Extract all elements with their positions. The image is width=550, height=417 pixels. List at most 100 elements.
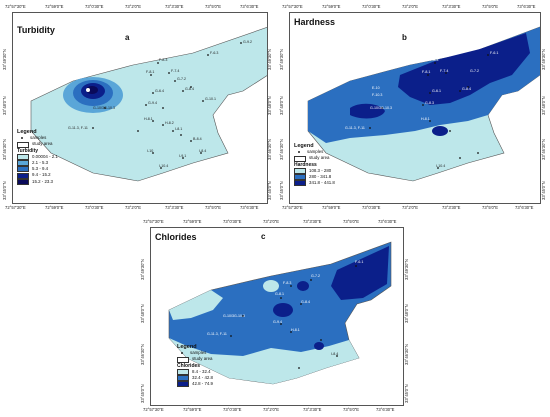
zone-3-south <box>314 342 324 350</box>
coord-top-6: 73°5'0"E <box>482 4 499 9</box>
legend-class: 9.4 - 15.2 <box>17 172 58 179</box>
coord-left-3: 33°46'30"N <box>279 139 284 160</box>
sample-label: F-8.1 <box>422 70 431 74</box>
sample-label: G-8.3 <box>425 101 434 105</box>
sample-label: F-10.3 <box>372 93 383 97</box>
legend-class: 5.3 - 9.4 <box>17 166 58 173</box>
sample-label: H-8.2 <box>165 121 174 125</box>
coord-bottom-1: 72°57'30"E <box>143 407 164 412</box>
sample-label: G-9.2 <box>243 40 252 44</box>
coord-left-1: 33°49'30"N <box>140 259 145 280</box>
sample-label: G-8.4 <box>462 87 471 91</box>
coord-bottom-2: 72°59'0"E <box>45 205 64 210</box>
coord-left-2: 33°48'0"N <box>279 96 284 115</box>
zone-3 <box>398 33 530 105</box>
sample-label: G-9.4 <box>273 320 282 324</box>
sample-label: F-6.1 <box>490 51 499 55</box>
coord-left-1: 33°49'30"N <box>2 49 7 70</box>
coord-bottom-4: 73°2'0"E <box>402 205 419 210</box>
sample-dot-icon <box>181 352 183 355</box>
sample-label: F-8.1 <box>146 70 155 74</box>
zone-3-center <box>273 303 293 317</box>
sample-label: G-11.3, F-11 <box>345 126 365 130</box>
sample-points <box>92 42 242 169</box>
coord-left-2: 33°48'0"N <box>2 96 7 115</box>
legend-class: 341.8 - 441.8 <box>294 180 335 187</box>
legend-heading: Legend <box>17 129 37 135</box>
sample-label: I-8.1 <box>175 127 183 131</box>
zone-3-south <box>432 126 448 136</box>
coord-right-2: 33°48'0"N <box>404 304 409 323</box>
study-area-swatch <box>177 356 189 363</box>
legend-class: 0.00004 - 2.1 <box>17 154 58 160</box>
coord-right-3: 33°46'30"N <box>541 139 546 160</box>
coord-top-7: 73°6'30"E <box>517 4 536 9</box>
sample-label: G-11.3, F-11 <box>207 332 227 336</box>
sample-label: H-8.1 <box>291 328 300 332</box>
class-swatch <box>17 166 29 173</box>
coord-top-3: 73°0'30"E <box>362 4 381 9</box>
hotspot-marker <box>86 88 90 92</box>
class-swatch <box>17 153 29 160</box>
legend-class: 108.3 - 280 <box>294 168 335 174</box>
sample-label: I-8.4 <box>199 149 207 153</box>
legend-variable: Hardness <box>294 161 317 168</box>
panel-turbidity: 72°57'30"E 72°59'0"E 73°0'30"E 73°2'0"E … <box>0 0 275 215</box>
coord-left-3: 33°46'30"N <box>2 139 7 160</box>
legend-samples: samples <box>17 135 58 141</box>
panel-chlorides: 72°57'30"E 72°59'0"E 73°0'30"E 73°2'0"E … <box>138 215 413 417</box>
class-swatch <box>294 167 306 174</box>
coord-bottom-2: 72°59'0"E <box>322 205 341 210</box>
coord-top-5: 73°3'30"E <box>442 4 461 9</box>
legend-class: 32.4 - 42.8 <box>177 375 213 382</box>
coord-top-7: 73°6'30"E <box>378 219 397 224</box>
coord-top-6: 73°5'0"E <box>205 4 222 9</box>
legend-samples: samples <box>177 350 213 356</box>
coord-left-1: 33°49'30"N <box>279 49 284 70</box>
study-area-swatch <box>294 155 306 162</box>
coord-bottom-3: 73°0'30"E <box>85 205 104 210</box>
sample-label: G-11.3, F-11 <box>68 126 88 130</box>
coord-bottom-2: 72°59'0"E <box>183 407 202 412</box>
coord-bottom-1: 72°57'30"E <box>282 205 303 210</box>
coord-top-1: 72°57'30"E <box>5 4 26 9</box>
sample-label: I-8.4 <box>331 352 339 356</box>
legend-study-area: study area <box>294 155 335 162</box>
coord-top-2: 72°59'0"E <box>322 4 341 9</box>
sample-label: G-7.2 <box>311 274 320 278</box>
coord-bottom-4: 73°2'0"E <box>125 205 142 210</box>
zone-1-west <box>169 290 223 320</box>
coord-bottom-5: 73°3'30"E <box>442 205 461 210</box>
legend-variable: Turbidity <box>17 147 39 154</box>
map-frame-chlorides: Chlorides c F-6.1 G-7.2 F-8.3 G-8.1 G-8.… <box>150 227 404 406</box>
coord-bottom-7: 73°6'30"E <box>240 205 259 210</box>
letter-a: a <box>125 33 130 42</box>
coord-bottom-6: 73°5'0"E <box>205 205 222 210</box>
sample-label: F-8.3 <box>159 58 168 62</box>
coord-right-1: 33°49'30"N <box>541 49 546 70</box>
coord-top-1: 72°57'30"E <box>143 219 164 224</box>
legend-heading: Legend <box>294 143 314 149</box>
legend-heading: Legend <box>177 344 197 350</box>
sample-label: F-7.4 <box>440 69 449 73</box>
coord-top-2: 72°59'0"E <box>45 4 64 9</box>
sample-points <box>230 265 357 369</box>
title-hardness: Hardness <box>294 17 336 27</box>
legend-turbidity: Legend samples study area Turbidity 0.00… <box>17 129 58 185</box>
coord-bottom-6: 73°5'0"E <box>343 407 360 412</box>
sample-label: G-8.1 <box>275 292 284 296</box>
class-swatch <box>177 368 189 375</box>
coord-right-3: 33°46'30"N <box>404 344 409 365</box>
class-swatch <box>177 375 189 382</box>
panel-hardness: 72°57'30"E 72°59'0"E 73°0'30"E 73°2'0"E … <box>277 0 550 215</box>
class-swatch <box>294 174 306 181</box>
sample-label: F-8.3 <box>283 281 292 285</box>
coord-top-3: 73°0'30"E <box>223 219 242 224</box>
zone-3-west <box>350 103 385 119</box>
legend-class: 42.8 - 74.9 <box>177 381 213 388</box>
sample-label: G-10/3G-10.3 <box>93 106 115 110</box>
letter-c: c <box>261 232 266 241</box>
hardness-map <box>307 26 540 182</box>
coord-top-4: 73°2'0"E <box>125 4 142 9</box>
legend-hardness: Legend samples study area Hardness 108.3… <box>294 143 335 187</box>
